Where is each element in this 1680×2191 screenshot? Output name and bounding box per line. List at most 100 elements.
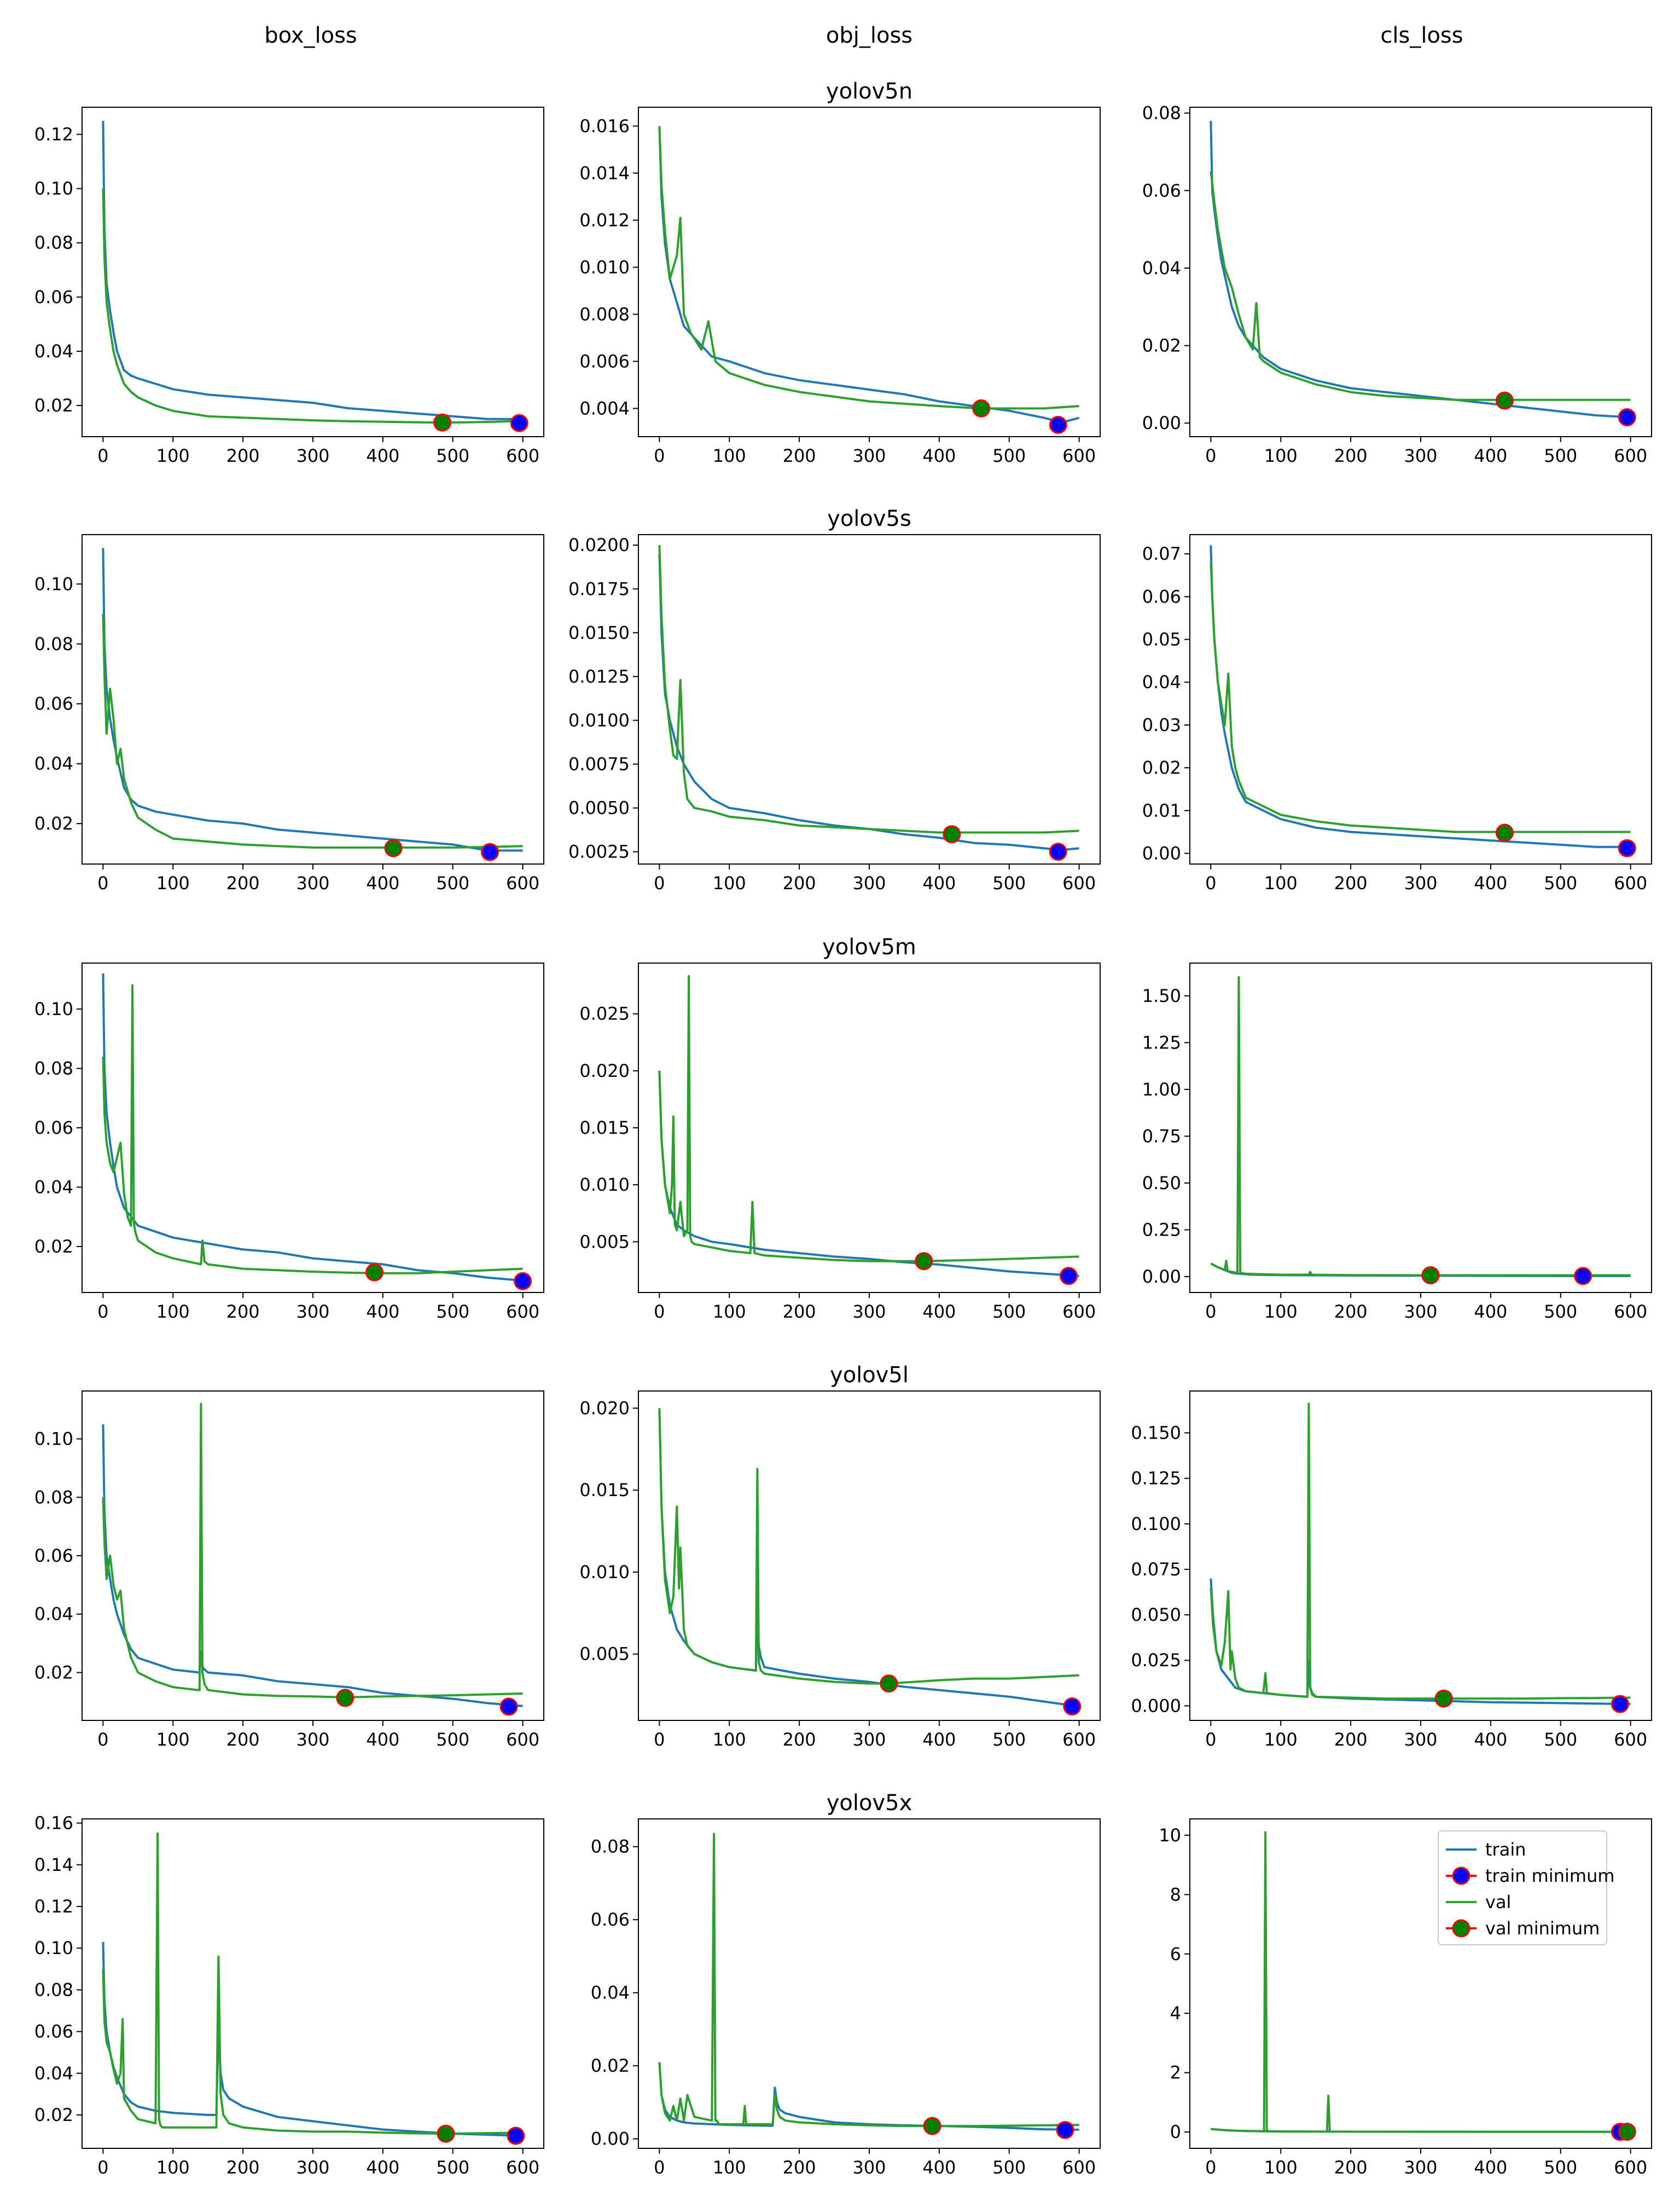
y-tick-label: 0.00 (591, 2129, 630, 2149)
series-val-line (102, 1402, 523, 1699)
x-tick-label: 500 (436, 873, 469, 894)
x-tick-label: 400 (922, 873, 956, 894)
y-tick-label: 0.12 (34, 124, 73, 145)
y-tick-label: 0.06 (591, 1909, 630, 1930)
legend-swatch-marker (1452, 1919, 1470, 1938)
y-tick-label: 10 (1159, 1825, 1181, 1846)
train-minimum-marker (481, 843, 499, 861)
y-tick-label: 0.125 (1131, 1468, 1181, 1489)
x-tick-label: 600 (1062, 445, 1096, 466)
y-tick-label: 0.01 (1142, 800, 1181, 821)
x-tick-label: 0 (97, 873, 108, 894)
x-tick-label: 600 (506, 445, 539, 466)
x-tick-label: 300 (296, 445, 329, 466)
x-tick-label: 200 (226, 2157, 260, 2178)
plot-area (1189, 1390, 1652, 1721)
val-minimum-marker (943, 825, 961, 844)
series-train-line (658, 554, 1079, 851)
y-tick-label: 0.02 (1142, 335, 1181, 356)
y-tick-label: 1.50 (1142, 986, 1181, 1006)
series-train-line (1210, 120, 1631, 419)
x-tick-label: 0 (654, 445, 665, 466)
x-tick-label: 200 (783, 2157, 816, 2178)
y-tick-label: 0.10 (34, 178, 73, 199)
x-tick-label: 300 (296, 2157, 329, 2178)
series-val-line (102, 188, 523, 424)
series-train-line (102, 120, 523, 420)
val-minimum-marker (972, 399, 991, 418)
x-tick-label: 600 (1614, 445, 1647, 466)
x-tick-label: 500 (992, 2157, 1026, 2178)
y-tick-label: 0.02 (1142, 757, 1181, 778)
x-tick-label: 500 (1544, 1729, 1577, 1750)
x-tick-label: 100 (156, 2157, 190, 2178)
y-tick-label: 0.008 (579, 304, 630, 324)
x-tick-label: 600 (1614, 2157, 1647, 2178)
x-tick-label: 400 (366, 1729, 399, 1750)
val-minimum-marker (1434, 1689, 1453, 1708)
series-val-line (102, 984, 523, 1274)
x-tick-label: 500 (436, 2157, 469, 2178)
y-tick-label: 0.75 (1142, 1126, 1181, 1146)
y-tick-label: 0.04 (34, 1176, 73, 1197)
x-tick-label: 500 (436, 1301, 469, 1322)
panel-yolov5n-cls-loss: 0 100 200 300 400 500 600 0.00 0.02 0.04 0.06 0.08 (1142, 103, 1652, 466)
y-tick-label: 0.010 (579, 1562, 630, 1583)
y-tick-label: 0.02 (34, 2105, 73, 2125)
x-tick-label: 100 (156, 1729, 190, 1750)
legend-label: train minimum (1485, 1865, 1615, 1886)
x-tick-label: 300 (296, 1729, 329, 1750)
x-tick-label: 300 (1404, 445, 1437, 466)
y-tick-label: 0.10 (34, 573, 73, 594)
y-tick-label: 4 (1170, 2003, 1181, 2024)
x-tick-label: 0 (1205, 1729, 1216, 1750)
x-tick-label: 0 (97, 445, 108, 466)
x-tick-label: 100 (156, 1301, 190, 1322)
train-minimum-marker (510, 414, 528, 432)
legend-label: val minimum (1485, 1918, 1600, 1939)
y-tick-label: 0.015 (579, 1117, 630, 1138)
x-tick-label: 0 (654, 873, 665, 894)
y-tick-label: 0.0075 (568, 753, 630, 774)
y-tick-label: 0.04 (1142, 672, 1181, 693)
series-train-line (102, 548, 523, 852)
panel-yolov5m-obj-loss: yolov5m 0 100 200 300 400 500 600 0.005 0.010 0.01… (579, 935, 1101, 1322)
y-tick-label: 0.0150 (568, 622, 630, 643)
plot-area (82, 1390, 544, 1721)
panel-yolov5x-obj-loss: yolov5x 0 100 200 300 400 500 600 0.00 0.02 0.04 0.… (591, 1790, 1101, 2178)
x-tick-label: 500 (992, 1301, 1026, 1322)
x-tick-label: 500 (1544, 1301, 1577, 1322)
y-tick-label: 0.015 (579, 1480, 630, 1500)
x-tick-label: 600 (1062, 1729, 1096, 1750)
plot-area (1189, 107, 1652, 437)
y-tick-label: 0.04 (34, 1604, 73, 1625)
x-tick-label: 0 (654, 1301, 665, 1322)
x-tick-label: 300 (296, 1301, 329, 1322)
column-title-box-loss: box_loss (264, 23, 357, 48)
y-tick-label: 0.0175 (568, 578, 630, 599)
val-minimum-marker (1495, 391, 1514, 410)
y-tick-label: 1.25 (1142, 1032, 1181, 1053)
y-tick-label: 0.00 (1142, 843, 1181, 863)
panel-yolov5s-cls-loss: 0 100 200 300 400 500 600 0.00 0.01 0.02 0.03 0.04 0… (1142, 534, 1652, 894)
y-tick-label: 0.16 (34, 1813, 73, 1834)
y-tick-label: 0.00 (1142, 1266, 1181, 1287)
x-tick-label: 600 (506, 1729, 539, 1750)
y-tick-label: 0.06 (34, 2021, 73, 2042)
series-train-line (102, 973, 523, 1282)
series-val-line (658, 975, 1079, 1262)
y-tick-label: 8 (1170, 1884, 1181, 1905)
panel-yolov5l-obj-loss: yolov5l 0 100 200 300 400 500 600 0.005 0.010 0.01… (579, 1363, 1101, 1750)
model-title: yolov5n (826, 79, 912, 104)
x-tick-label: 400 (366, 445, 399, 466)
x-tick-label: 200 (226, 873, 260, 894)
x-tick-label: 0 (654, 1729, 665, 1750)
x-tick-label: 400 (922, 445, 956, 466)
y-tick-label: 0.08 (34, 1979, 73, 2000)
y-tick-label: 0.12 (34, 1896, 73, 1917)
legend-label: train (1485, 1839, 1526, 1860)
plot-area (1189, 534, 1652, 865)
model-title: yolov5l (830, 1363, 909, 1388)
y-tick-label: 0.10 (34, 999, 73, 1019)
y-tick-label: 0.075 (1131, 1559, 1181, 1580)
